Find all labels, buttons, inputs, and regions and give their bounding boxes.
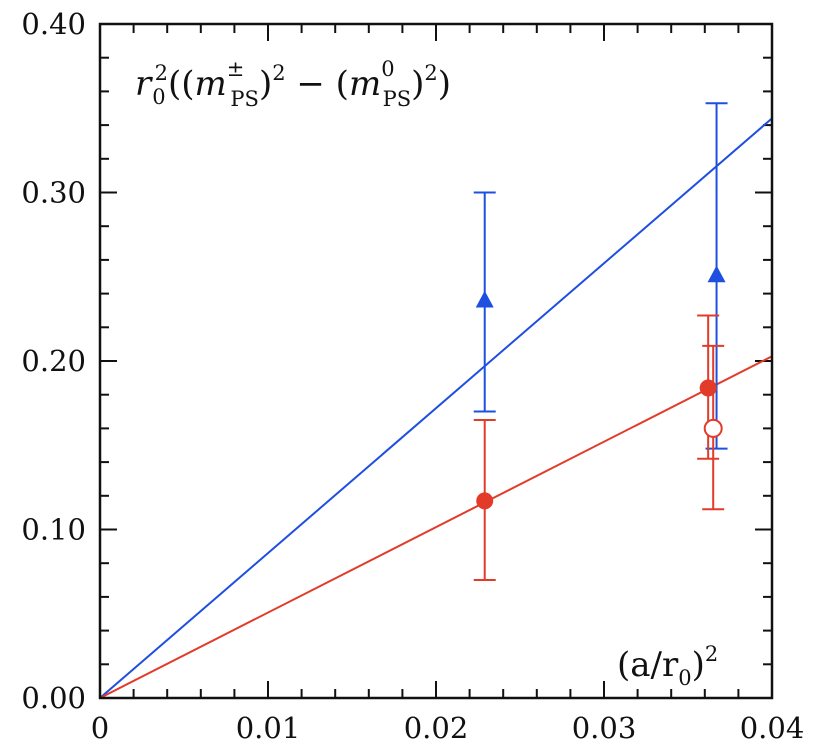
red-circle-marker (699, 379, 717, 397)
y-axis-label: r02((m± PS)2 − (m0 PS)2) (135, 57, 451, 111)
ticks-layer (99, 23, 773, 699)
x-axis-label: (a/r0)2 (617, 642, 718, 690)
blue-triangle-marker (707, 265, 726, 283)
x-tick-label: 0 (91, 711, 109, 745)
x-tick-label: 0.04 (740, 711, 805, 745)
red-circle-marker (476, 492, 494, 510)
red-open-open-circle-marker (703, 418, 723, 438)
blue-triangle-marker (475, 290, 494, 308)
y-tick-label: 0.10 (21, 513, 86, 547)
x-tick-label: 0.03 (572, 711, 637, 745)
x-tick-label: 0.01 (236, 711, 301, 745)
fit-lines (100, 117, 772, 698)
red-fit-line (100, 355, 772, 698)
data-points (475, 265, 726, 510)
x-tick-label: 0.02 (404, 711, 469, 745)
tick-labels: 0 0.01 0.02 0.03 0.04 0.00 0.10 0.20 0.30 0.40 (21, 7, 804, 745)
y-tick-label: 0.30 (21, 176, 86, 210)
y-tick-label: 0.20 (21, 344, 86, 378)
y-tick-label: 0.40 (21, 7, 86, 41)
blue-fit-line (100, 117, 772, 698)
plot-frame (98, 22, 774, 700)
y-tick-label: 0.00 (21, 681, 86, 715)
